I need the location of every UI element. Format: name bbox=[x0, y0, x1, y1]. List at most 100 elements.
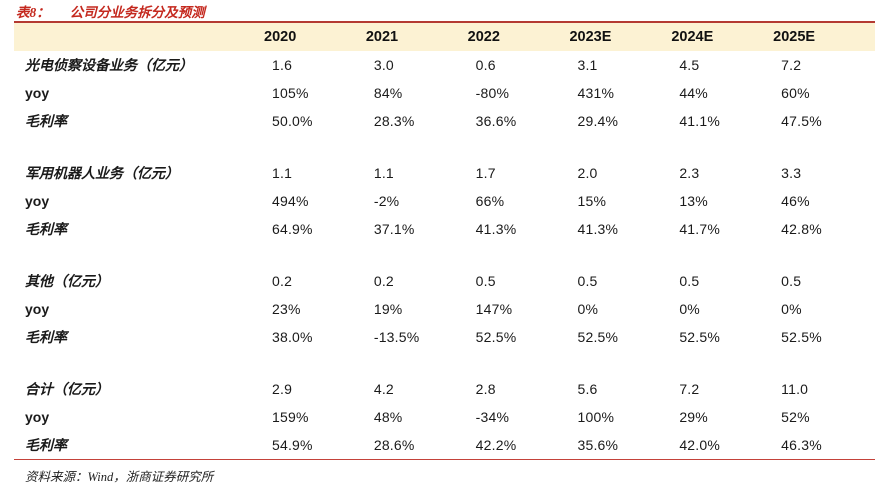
value-cell: 44% bbox=[679, 85, 708, 101]
group-spacer bbox=[14, 243, 875, 267]
table-row: yoy 105% 84% -80% 431% 44% 60% bbox=[14, 79, 875, 107]
value-cell: 42.8% bbox=[781, 221, 822, 237]
value-cell: 64.9% bbox=[272, 221, 313, 237]
header-row: 2020 2021 2022 2023E 2024E 2025E bbox=[14, 23, 875, 51]
row-label: 军用机器人业务（亿元） bbox=[25, 167, 179, 182]
value-cell: 54.9% bbox=[272, 437, 313, 453]
row-label: 光电侦察设备业务（亿元） bbox=[25, 59, 193, 74]
value-cell: 0.2 bbox=[272, 273, 293, 289]
value-cell: 147% bbox=[475, 301, 513, 317]
value-cell: 0.5 bbox=[679, 273, 700, 289]
value-cell: 159% bbox=[272, 409, 309, 425]
table-row: 军用机器人业务（亿元） 1.1 1.1 1.7 2.0 2.3 3.3 bbox=[14, 159, 875, 187]
value-cell: 2.0 bbox=[577, 165, 598, 181]
value-cell: 3.0 bbox=[373, 57, 394, 73]
value-cell: 47.5% bbox=[781, 113, 822, 129]
value-cell: 3.3 bbox=[781, 165, 802, 181]
value-cell: -80% bbox=[475, 85, 510, 101]
value-cell: 29.4% bbox=[577, 113, 619, 129]
value-cell: -13.5% bbox=[373, 329, 420, 345]
value-cell: 41.3% bbox=[577, 221, 619, 237]
value-cell: 66% bbox=[475, 193, 505, 209]
value-cell: 11.0 bbox=[781, 381, 809, 397]
table-row: 毛利率 54.9% 28.6% 42.2% 35.6% 42.0% 46.3% bbox=[14, 431, 875, 459]
table-row: 光电侦察设备业务（亿元） 1.6 3.0 0.6 3.1 4.5 7.2 bbox=[14, 51, 875, 79]
value-cell: 0.5 bbox=[577, 273, 598, 289]
table-title-text: 公司分业务拆分及预测 bbox=[69, 5, 205, 20]
table-row: yoy 494% -2% 66% 15% 13% 46% bbox=[14, 187, 875, 215]
table-row: 其他（亿元） 0.2 0.2 0.5 0.5 0.5 0.5 bbox=[14, 267, 875, 295]
value-cell: 29% bbox=[679, 409, 708, 425]
table-title: 表8： 公司分业务拆分及预测 bbox=[14, 4, 875, 21]
row-label: 合计（亿元） bbox=[25, 383, 109, 398]
header-empty bbox=[14, 23, 264, 51]
value-cell: 41.7% bbox=[679, 221, 721, 237]
table-row: 合计（亿元） 2.9 4.2 2.8 5.6 7.2 11.0 bbox=[14, 375, 875, 403]
value-cell: 52.5% bbox=[679, 329, 721, 345]
value-cell: 2.3 bbox=[679, 165, 700, 181]
row-label: 毛利率 bbox=[25, 115, 67, 130]
top-divider bbox=[14, 21, 875, 23]
value-cell: 37.1% bbox=[373, 221, 415, 237]
value-cell: 1.6 bbox=[272, 57, 293, 73]
value-cell: 41.1% bbox=[679, 113, 721, 129]
value-cell: 52.5% bbox=[781, 329, 822, 345]
value-cell: 0% bbox=[679, 301, 700, 317]
row-label: yoy bbox=[25, 301, 50, 317]
row-label: 毛利率 bbox=[25, 223, 67, 238]
value-cell: 7.2 bbox=[781, 57, 802, 73]
value-cell: 19% bbox=[373, 301, 403, 317]
value-cell: 1.1 bbox=[373, 165, 394, 181]
value-cell: 0% bbox=[781, 301, 802, 317]
value-cell: 7.2 bbox=[679, 381, 700, 397]
value-cell: 42.2% bbox=[475, 437, 517, 453]
table-row: 毛利率 64.9% 37.1% 41.3% 41.3% 41.7% 42.8% bbox=[14, 215, 875, 243]
row-label: 毛利率 bbox=[25, 331, 67, 346]
value-cell: 105% bbox=[272, 85, 309, 101]
value-cell: 35.6% bbox=[577, 437, 619, 453]
value-cell: 494% bbox=[272, 193, 309, 209]
table-row: yoy 159% 48% -34% 100% 29% 52% bbox=[14, 403, 875, 431]
column-header-2024e: 2024E bbox=[671, 29, 714, 45]
table-row: 毛利率 50.0% 28.3% 36.6% 29.4% 41.1% 47.5% bbox=[14, 107, 875, 135]
value-cell: 38.0% bbox=[272, 329, 313, 345]
value-cell: 52.5% bbox=[577, 329, 619, 345]
table-row: yoy 23% 19% 147% 0% 0% 0% bbox=[14, 295, 875, 323]
column-header-2023e: 2023E bbox=[569, 29, 612, 45]
value-cell: 46.3% bbox=[781, 437, 822, 453]
value-cell: 23% bbox=[272, 301, 301, 317]
value-cell: 36.6% bbox=[475, 113, 517, 129]
value-cell: 41.3% bbox=[475, 221, 517, 237]
column-header-2021: 2021 bbox=[365, 29, 399, 45]
row-label: yoy bbox=[25, 193, 50, 209]
group-spacer bbox=[14, 135, 875, 159]
value-cell: 50.0% bbox=[272, 113, 313, 129]
value-cell: 3.1 bbox=[577, 57, 598, 73]
source-note: 资料来源：Wind，浙商证券研究所 bbox=[25, 470, 214, 484]
value-cell: 28.6% bbox=[373, 437, 415, 453]
value-cell: 48% bbox=[373, 409, 403, 425]
value-cell: -34% bbox=[475, 409, 510, 425]
value-cell: 0.5 bbox=[781, 273, 802, 289]
value-cell: 431% bbox=[577, 85, 615, 101]
value-cell: 0% bbox=[577, 301, 599, 317]
value-cell: 0.6 bbox=[475, 57, 496, 73]
column-header-2025e: 2025E bbox=[773, 29, 816, 45]
value-cell: 2.9 bbox=[272, 381, 293, 397]
value-cell: 52% bbox=[781, 409, 810, 425]
table-number: 表8： bbox=[16, 5, 50, 20]
row-label: yoy bbox=[25, 85, 50, 101]
business-forecast-table: 2020 2021 2022 2023E 2024E 2025E 光电侦察设备业… bbox=[14, 23, 875, 459]
value-cell: 2.8 bbox=[475, 381, 496, 397]
value-cell: 5.6 bbox=[577, 381, 598, 397]
value-cell: 0.5 bbox=[475, 273, 496, 289]
bottom-divider bbox=[14, 459, 875, 460]
value-cell: 52.5% bbox=[475, 329, 517, 345]
column-header-2022: 2022 bbox=[467, 29, 500, 45]
value-cell: 13% bbox=[679, 193, 708, 209]
row-label: yoy bbox=[25, 409, 50, 425]
value-cell: 0.2 bbox=[373, 273, 394, 289]
value-cell: 1.1 bbox=[272, 165, 293, 181]
group-spacer bbox=[14, 351, 875, 375]
value-cell: 100% bbox=[577, 409, 615, 425]
